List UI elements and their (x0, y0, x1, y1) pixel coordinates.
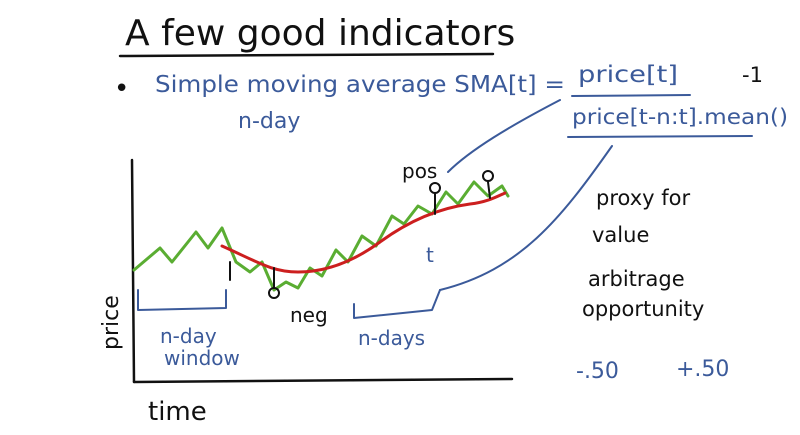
sma-definition-text: Simple moving average SMA[t] = (155, 72, 565, 98)
pos-stem-2 (487, 181, 491, 199)
y-axis-label: price (99, 295, 124, 350)
sma-denominator: price[t-n:t].mean() (572, 105, 788, 129)
neg-label: neg (290, 303, 328, 327)
window-bracket (137, 289, 227, 311)
pointer-denominator-to-window (439, 145, 613, 291)
bullet-point: • (114, 74, 129, 104)
arbitrage-line2: opportunity (582, 297, 704, 321)
t-label: t (426, 243, 434, 267)
slide-title: A few good indicators (125, 13, 515, 54)
sma-denominator-underline (567, 135, 753, 138)
n-days-bracket (353, 289, 441, 319)
sma-line (220, 191, 507, 274)
neg-marker (268, 287, 280, 299)
title-underline (118, 52, 495, 58)
pos-marker-1 (429, 182, 441, 194)
price-line (132, 180, 510, 292)
window-label-line1: n-day (160, 324, 217, 348)
pointer-numerator-to-pos (447, 99, 561, 173)
x-axis (132, 377, 514, 384)
proxy-line2: value (592, 223, 649, 247)
sma-fraction-bar (571, 94, 691, 97)
pos-marker-2 (482, 170, 494, 182)
range-low: -.50 (576, 359, 619, 384)
n-days-label: n-days (358, 326, 425, 350)
window-label-line2: window (164, 346, 240, 370)
sma-numerator: price[t] (578, 62, 678, 88)
sma-minus-one: -1 (742, 63, 763, 87)
n-day-label: n-day (238, 109, 300, 134)
arbitrage-line1: arbitrage (588, 267, 685, 291)
x-axis-label: time (148, 397, 207, 427)
pos-label: pos (402, 159, 437, 183)
range-high: +.50 (676, 357, 729, 382)
proxy-line1: proxy for (596, 186, 690, 210)
